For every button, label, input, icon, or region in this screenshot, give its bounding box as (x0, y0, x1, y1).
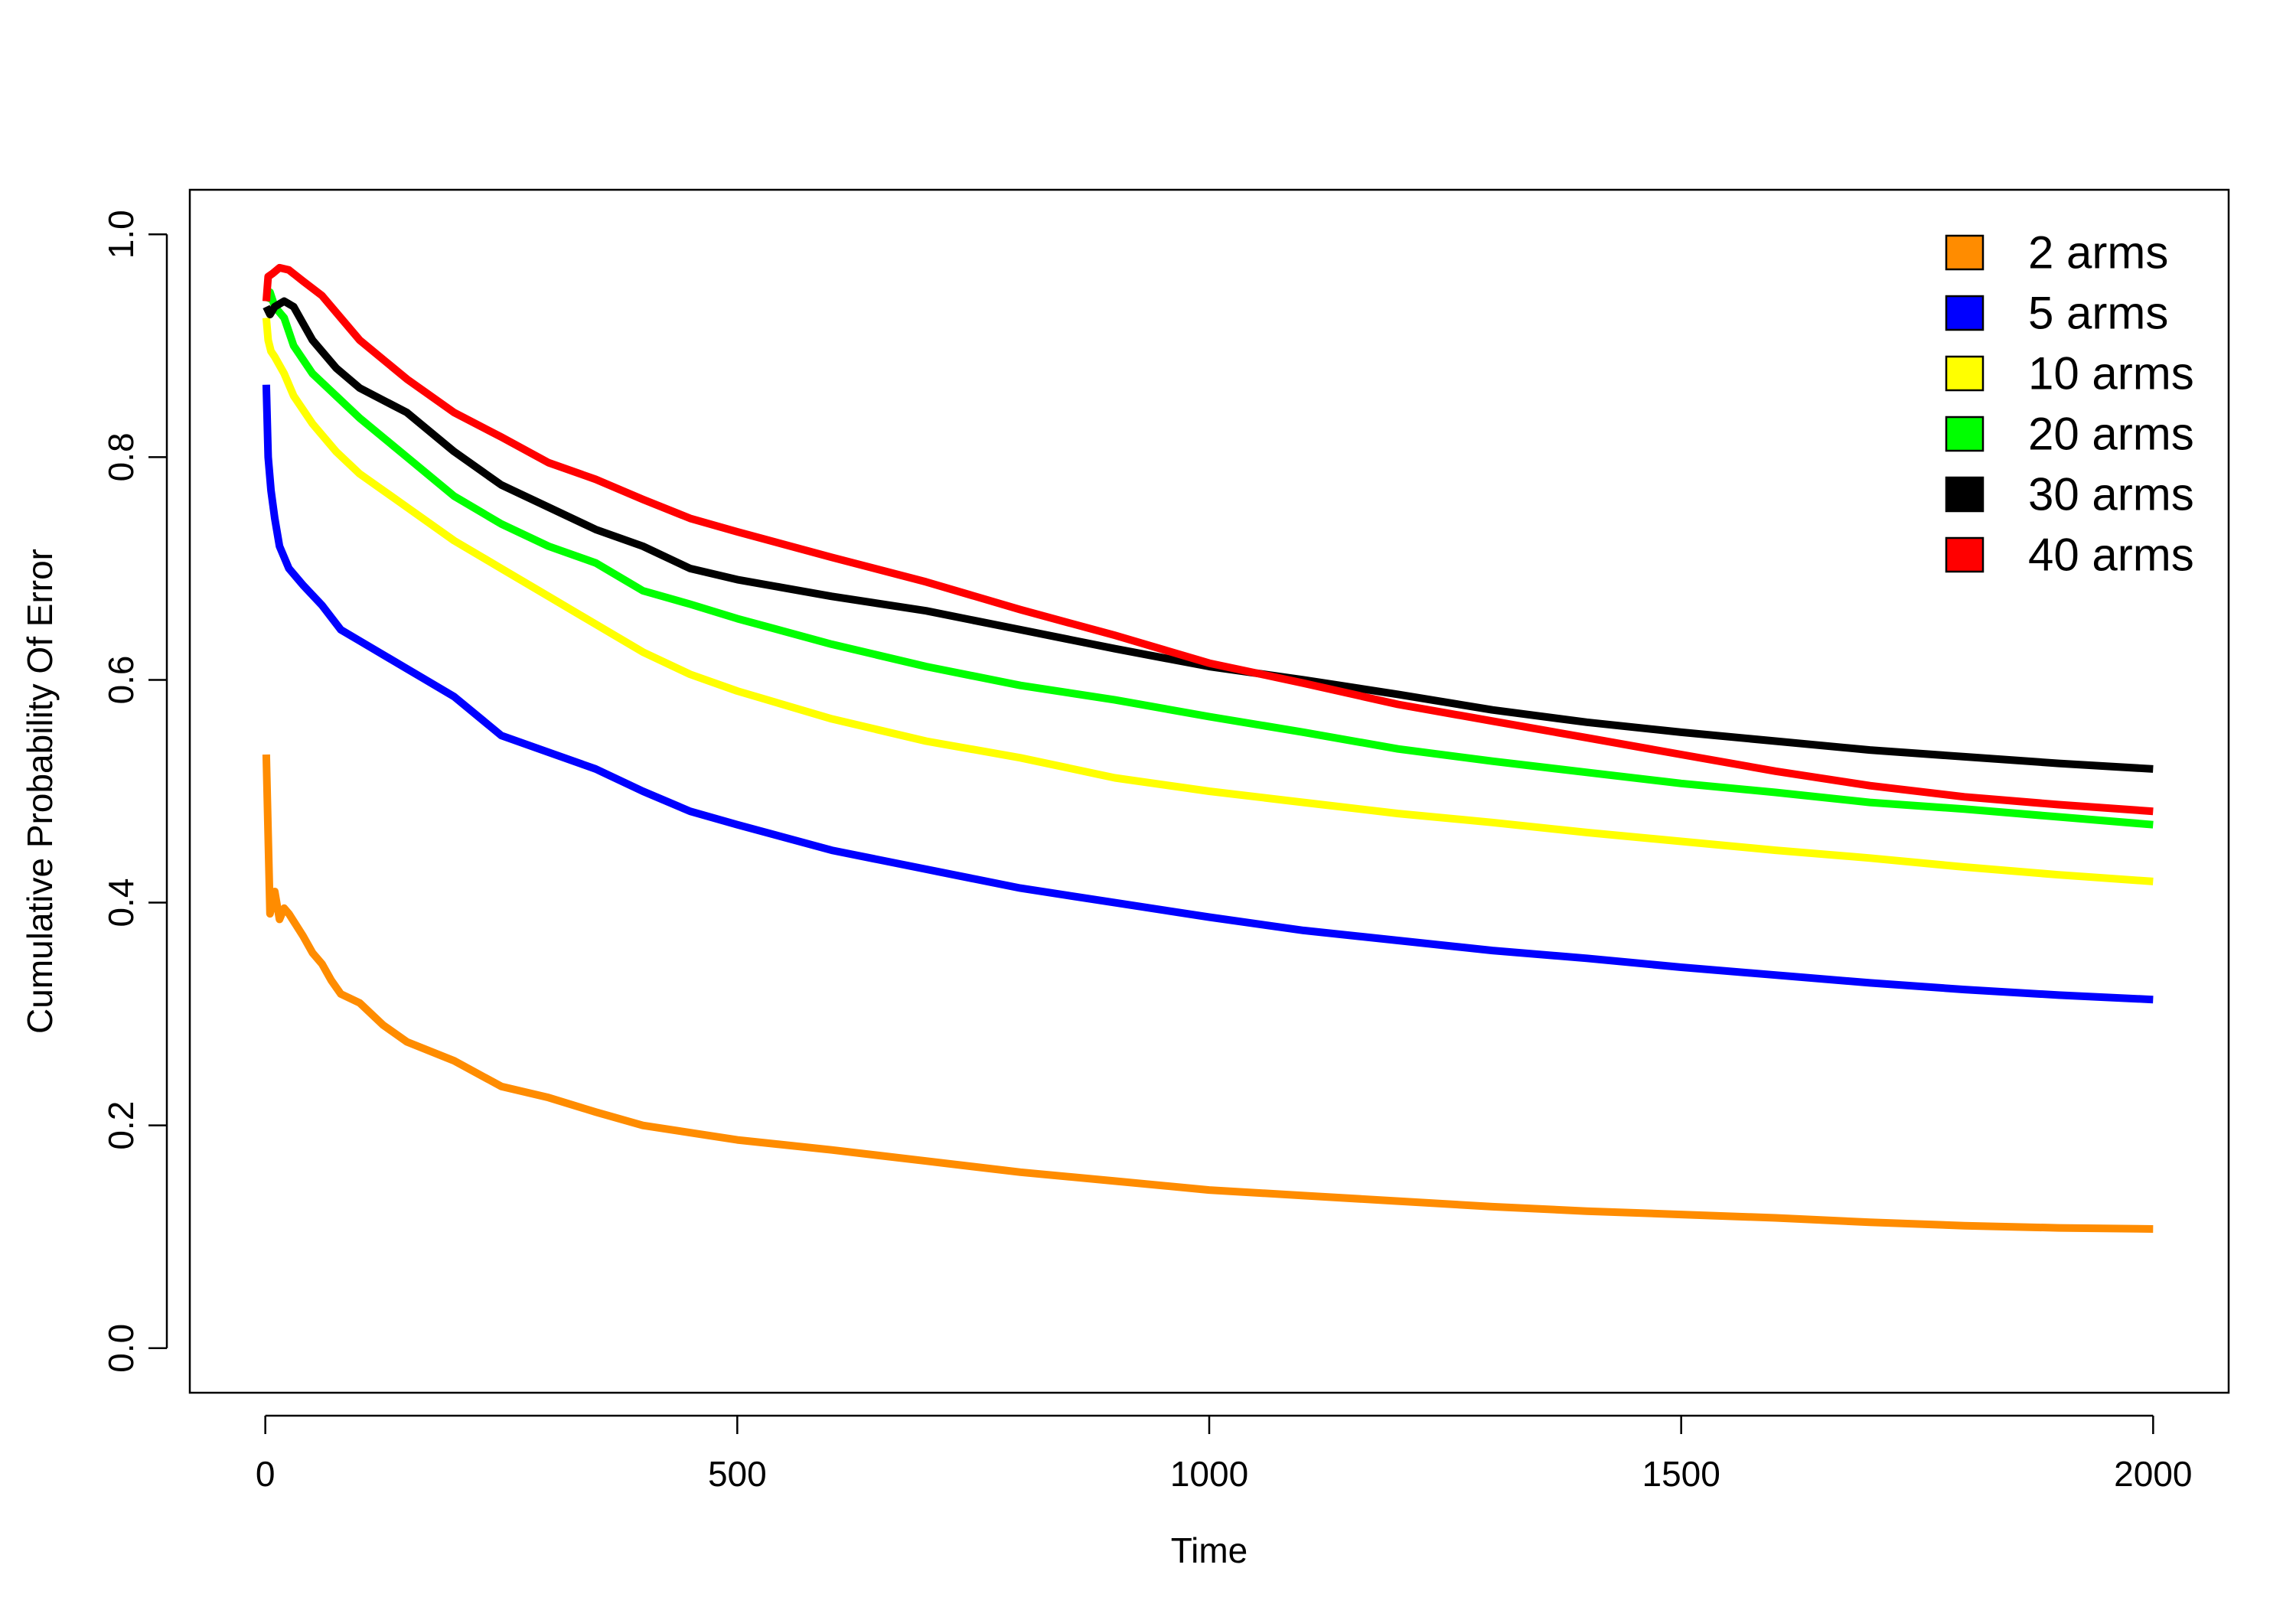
x-axis: 0 500 1000 1500 2000 (256, 1414, 2193, 1494)
x-tick-label: 0 (256, 1454, 276, 1494)
series-line-30-arms (263, 297, 2154, 773)
legend: 2 arms 5 arms 10 arms 20 arms 30 arms 40 arms (1945, 227, 2194, 581)
plot-frame (188, 188, 2230, 1394)
legend-swatch-20-arms (1945, 416, 1985, 452)
legend-swatch-40-arms (1945, 536, 1985, 573)
legend-label-40-arms: 40 arms (2028, 530, 2194, 581)
legend-label-20-arms: 20 arms (2028, 409, 2194, 460)
legend-label-2-arms: 2 arms (2028, 227, 2168, 279)
legend-label-30-arms: 30 arms (2028, 469, 2194, 520)
y-tick-label: 1.0 (101, 210, 141, 259)
legend-swatch-2-arms (1945, 234, 1985, 271)
y-axis: 0.0 0.2 0.4 0.6 0.8 1.0 (101, 210, 168, 1373)
y-tick-label: 0.2 (101, 1101, 141, 1150)
x-tick-label: 1500 (1642, 1454, 1720, 1494)
series-line-20-arms (263, 288, 2154, 829)
series-layer (262, 263, 2154, 1233)
x-axis-label: Time (1171, 1530, 1248, 1570)
y-tick-label: 0.8 (101, 432, 141, 481)
y-tick-label: 0.4 (101, 878, 141, 927)
series-line-5-arms (262, 384, 2154, 1004)
legend-swatch-10-arms (1945, 355, 1985, 392)
legend-label-10-arms: 10 arms (2028, 348, 2194, 399)
series-line-10-arms (262, 317, 2154, 885)
x-tick-label: 1000 (1170, 1454, 1248, 1494)
series-line-2-arms (262, 754, 2154, 1233)
legend-label-5-arms: 5 arms (2028, 288, 2168, 339)
y-axis-label: Cumulative Probability Of Error (20, 549, 60, 1034)
legend-swatch-30-arms (1945, 476, 1985, 513)
y-tick-label: 0.6 (101, 655, 141, 704)
y-tick-label: 0.0 (101, 1324, 141, 1373)
x-tick-label: 2000 (2114, 1454, 2192, 1494)
series-line-40-arms (262, 263, 2154, 816)
x-tick-label: 500 (708, 1454, 767, 1494)
legend-swatch-5-arms (1945, 295, 1985, 331)
